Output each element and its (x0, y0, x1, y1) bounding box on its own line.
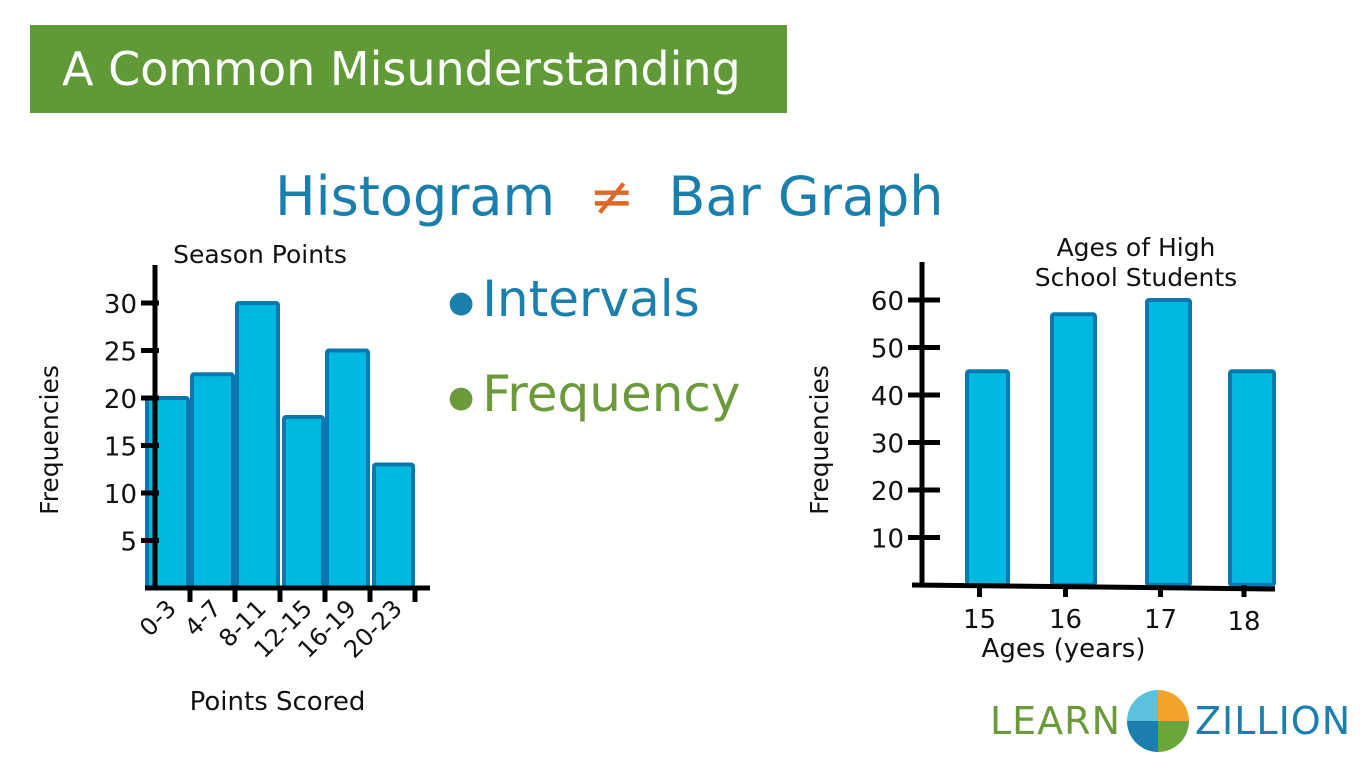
bar-12-15 (282, 415, 325, 590)
headline-histogram: Histogram (275, 165, 556, 228)
y-tick-label: 10 (104, 480, 137, 510)
not-equal-symbol: ≠ (589, 165, 635, 228)
y-tick-label: 20 (871, 477, 904, 507)
y-tick-label: 60 (871, 287, 904, 317)
logo-mark-icon (1127, 690, 1190, 752)
y-tick-label: 15 (104, 433, 137, 463)
bar-17 (1145, 298, 1192, 587)
logo-text-right: ZILLION (1195, 699, 1352, 743)
x-axis-label: Points Scored (190, 687, 366, 717)
learnzillion-logo: LEARN ZILLION (990, 690, 1351, 752)
bar-18 (1228, 369, 1276, 587)
chart-title: Ages of High (1057, 233, 1216, 262)
logo-text-left: LEARN (990, 699, 1122, 743)
slide-title-banner: A Common Misunderstanding (30, 25, 787, 113)
y-tick-label: 10 (871, 525, 904, 555)
x-tick-label: 15 (963, 605, 996, 635)
bar-15 (965, 369, 1010, 587)
bar-8-11 (235, 301, 280, 590)
bullet-dot-icon: ● (448, 285, 475, 320)
bullet-dot-icon: ● (448, 380, 475, 415)
bullet-text: Intervals (482, 270, 700, 328)
x-axis-label: Ages (years) (982, 634, 1146, 664)
bullet-text: Frequency (482, 365, 741, 423)
y-tick-label: 30 (871, 430, 904, 460)
y-tick-label: 30 (104, 290, 137, 320)
bar-16-19 (325, 348, 370, 590)
y-axis-label: Frequencies (805, 365, 834, 515)
chart-title: Season Points (173, 240, 347, 269)
chart-title: School Students (1035, 263, 1237, 292)
x-axis (911, 582, 1276, 592)
headline-bar-graph: Bar Graph (668, 165, 944, 228)
x-tick-label: 17 (1144, 605, 1177, 635)
x-tick-label: 18 (1227, 607, 1260, 637)
bar-20-23 (372, 462, 415, 590)
y-tick-label: 25 (104, 338, 137, 368)
y-axis-label: Frequencies (35, 365, 64, 515)
x-tick-label: 0-3 (134, 594, 182, 642)
x-tick-label: 16 (1049, 605, 1082, 635)
y-tick-label: 5 (120, 528, 137, 558)
bar-16 (1050, 312, 1097, 587)
bullet-intervals: ● Intervals (448, 270, 700, 328)
y-tick-label: 50 (871, 335, 904, 365)
headline: Histogram ≠ Bar Graph (275, 165, 944, 228)
bar-4-7 (190, 372, 235, 590)
slide-title: A Common Misunderstanding (62, 42, 741, 96)
y-tick-label: 20 (104, 385, 137, 415)
y-tick-label: 40 (871, 382, 904, 412)
bullet-frequency: ● Frequency (448, 365, 741, 423)
